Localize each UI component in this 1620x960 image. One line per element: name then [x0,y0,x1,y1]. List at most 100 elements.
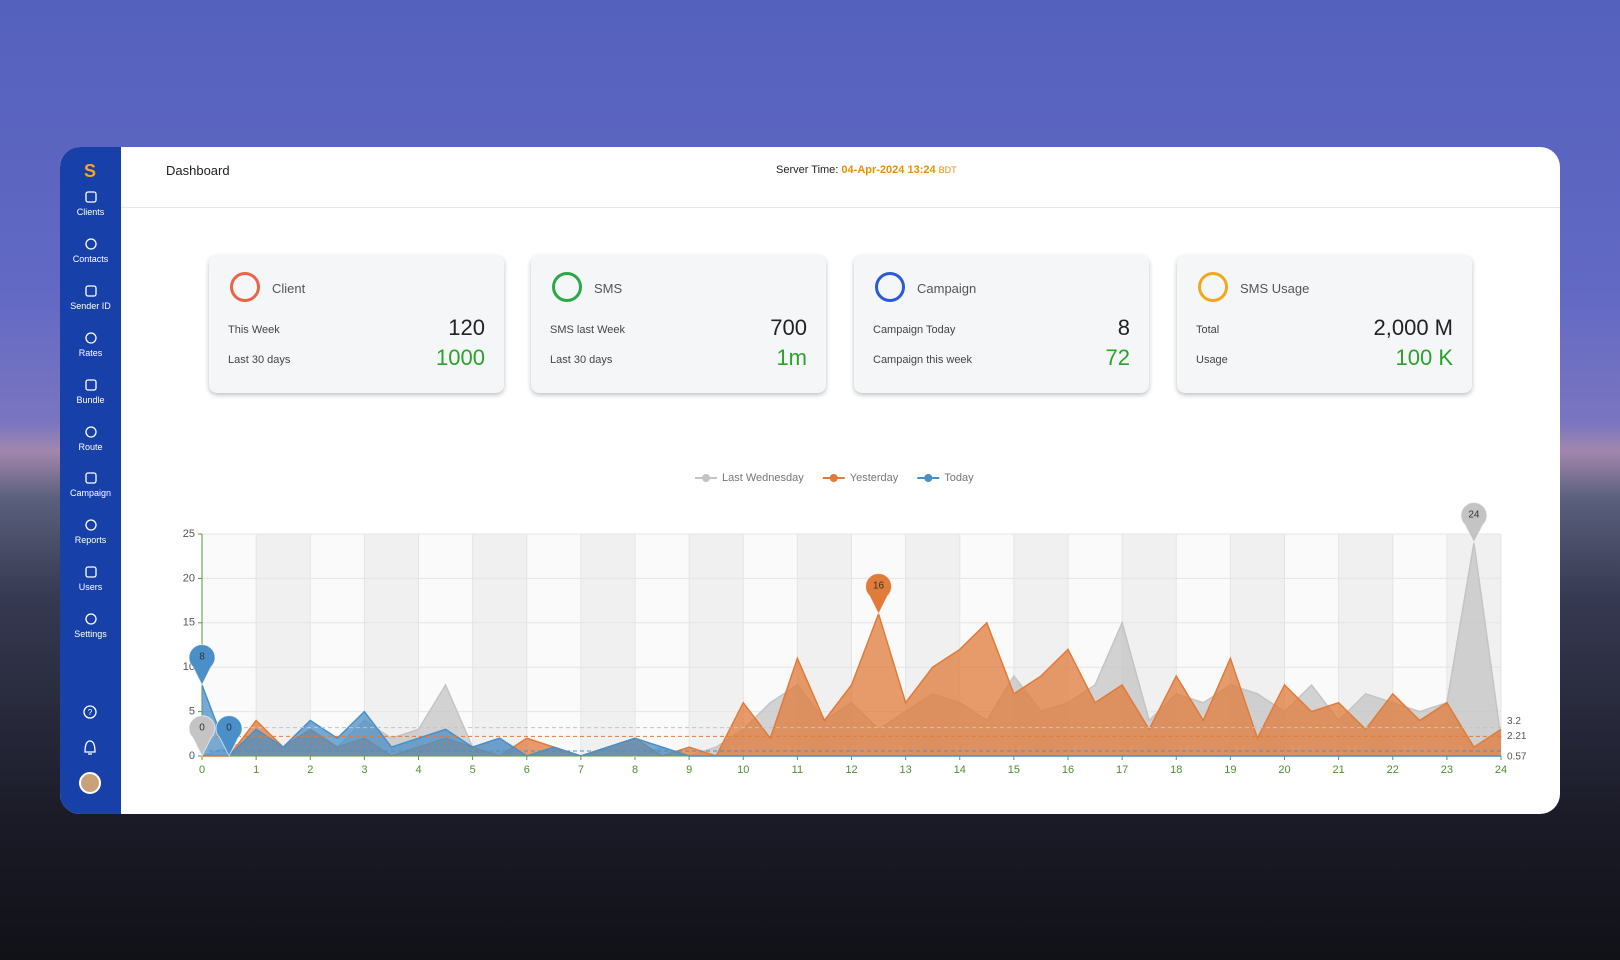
row-value: 1m [776,345,807,370]
nav-item[interactable]: Campaign [60,471,121,498]
x-tick-label: 20 [1278,764,1290,776]
row-label: This Week [228,324,280,336]
x-tick-label: 16 [1062,764,1074,776]
nav-icon[interactable] [84,237,98,251]
nav-icon[interactable] [84,284,98,298]
nav-label[interactable]: Route [78,441,103,452]
x-tick-label: 1 [253,764,259,776]
legend-dot [829,474,838,482]
nav-item[interactable]: Clients [60,190,121,217]
nav-item[interactable]: Route [60,425,121,452]
value-pin [188,715,216,758]
server-time: Server Time: 04-Apr-2024 13:24 BDT [776,164,957,176]
row-value: 2,000 M [1373,315,1454,340]
nav-item[interactable]: Bundle [60,378,121,405]
y-tick-label: 0 [189,750,195,762]
row-label: Campaign Today [873,324,956,336]
svg-text:S: S [84,161,96,181]
legend-dot [924,474,933,482]
card-icon [1198,272,1228,302]
pin-label: 24 [1468,510,1480,521]
card-title: Campaign [917,281,977,296]
grid-band [364,534,419,756]
nav-item[interactable]: Sender ID [60,284,121,311]
nav-label[interactable]: Contacts [72,253,109,264]
app-window: S Clients Contacts Sender ID Rates Bundle Rou… [60,147,1560,814]
row-label: Last 30 days [228,354,291,366]
x-tick-label: 15 [1008,764,1020,776]
nav-label[interactable]: Rates [78,347,103,358]
x-tick-label: 3 [361,764,367,776]
pin-label: 16 [873,581,885,592]
nav-icon[interactable] [84,471,98,485]
pin-label: 0 [226,723,232,734]
nav-label[interactable]: Reports [74,535,107,546]
legend-label: Last Wednesday [722,472,804,484]
notification-icon[interactable] [84,740,96,755]
help-icon[interactable] [83,705,97,719]
card-icon [875,272,905,302]
legend-dot [702,474,710,482]
card-title: SMS [594,281,623,296]
x-tick-label: 12 [845,764,857,776]
card-icon [552,272,582,302]
x-tick-label: 21 [1333,764,1345,776]
row-label: Campaign this week [873,354,973,366]
x-tick-label: 9 [686,764,692,776]
x-tick-label: 24 [1495,764,1507,776]
nav-icon[interactable] [84,425,98,439]
y-tick-label: 5 [189,706,195,718]
row-value: 1000 [436,345,485,370]
value-pin [215,715,243,758]
nav-label[interactable]: Users [78,582,103,593]
x-tick-label: 19 [1224,764,1236,776]
average-label: 0.57 [1507,752,1527,763]
row-value: 120 [448,315,485,340]
timezone: BDT [938,165,957,175]
legend-label: Today [944,472,974,484]
nav-item[interactable]: Settings [60,612,121,639]
grid-band [580,534,635,756]
x-tick-label: 0 [199,764,205,776]
value-pin [188,644,216,687]
nav-label[interactable]: Bundle [76,394,105,405]
x-tick-label: 10 [737,764,749,776]
nav-label[interactable]: Campaign [69,488,112,499]
grid-band [472,534,527,756]
nav-item[interactable]: Contacts [60,237,121,264]
nav-icon[interactable] [84,518,98,532]
nav-label[interactable]: Sender ID [70,300,111,311]
row-value: 72 [1105,345,1130,370]
nav-icon[interactable] [84,612,98,626]
nav-icon[interactable] [84,565,98,579]
row-value: 700 [770,315,807,340]
x-tick-label: 7 [578,764,584,776]
card-title: SMS Usage [1240,281,1310,296]
nav-label[interactable]: Settings [74,629,107,640]
nav-icon[interactable] [84,378,98,392]
sidebar-footer[interactable]: ? [60,695,121,814]
nav-item[interactable]: Rates [60,331,121,358]
x-tick-label: 13 [900,764,912,776]
server-time-label: Server Time: [776,164,839,176]
traffic-chart: 0 1 2 3 4 5 6 7 8 9 10 11 12 13 14 15 16 17 18 19 20 21 22 23 24… [183,472,1527,776]
nav-item[interactable]: Users [60,565,121,592]
logo: S [84,161,96,181]
nav-icon[interactable] [84,331,98,345]
nav-label[interactable]: Clients [76,207,105,217]
x-tick-label: 17 [1116,764,1128,776]
server-time-value: 04-Apr-2024 13:24 [841,164,936,176]
stat-card: SMS Usage Total 2,000 M Usage 100 K [1177,255,1472,393]
stat-card: Client This Week 120 Last 30 days 1000 [209,255,504,393]
avatar[interactable] [79,772,101,794]
x-tick-label: 18 [1170,764,1182,776]
nav-icon[interactable] [84,190,98,204]
page-title: Dashboard [166,163,230,178]
card-title: Client [272,281,306,296]
y-tick-label: 15 [183,617,195,629]
average-label: 3.2 [1507,716,1521,727]
series-line [201,684,1501,758]
sidebar: S Clients Contacts Sender ID Rates Bundle Rou… [60,147,121,814]
series-area [202,613,1501,756]
nav-item[interactable]: Reports [60,518,121,545]
